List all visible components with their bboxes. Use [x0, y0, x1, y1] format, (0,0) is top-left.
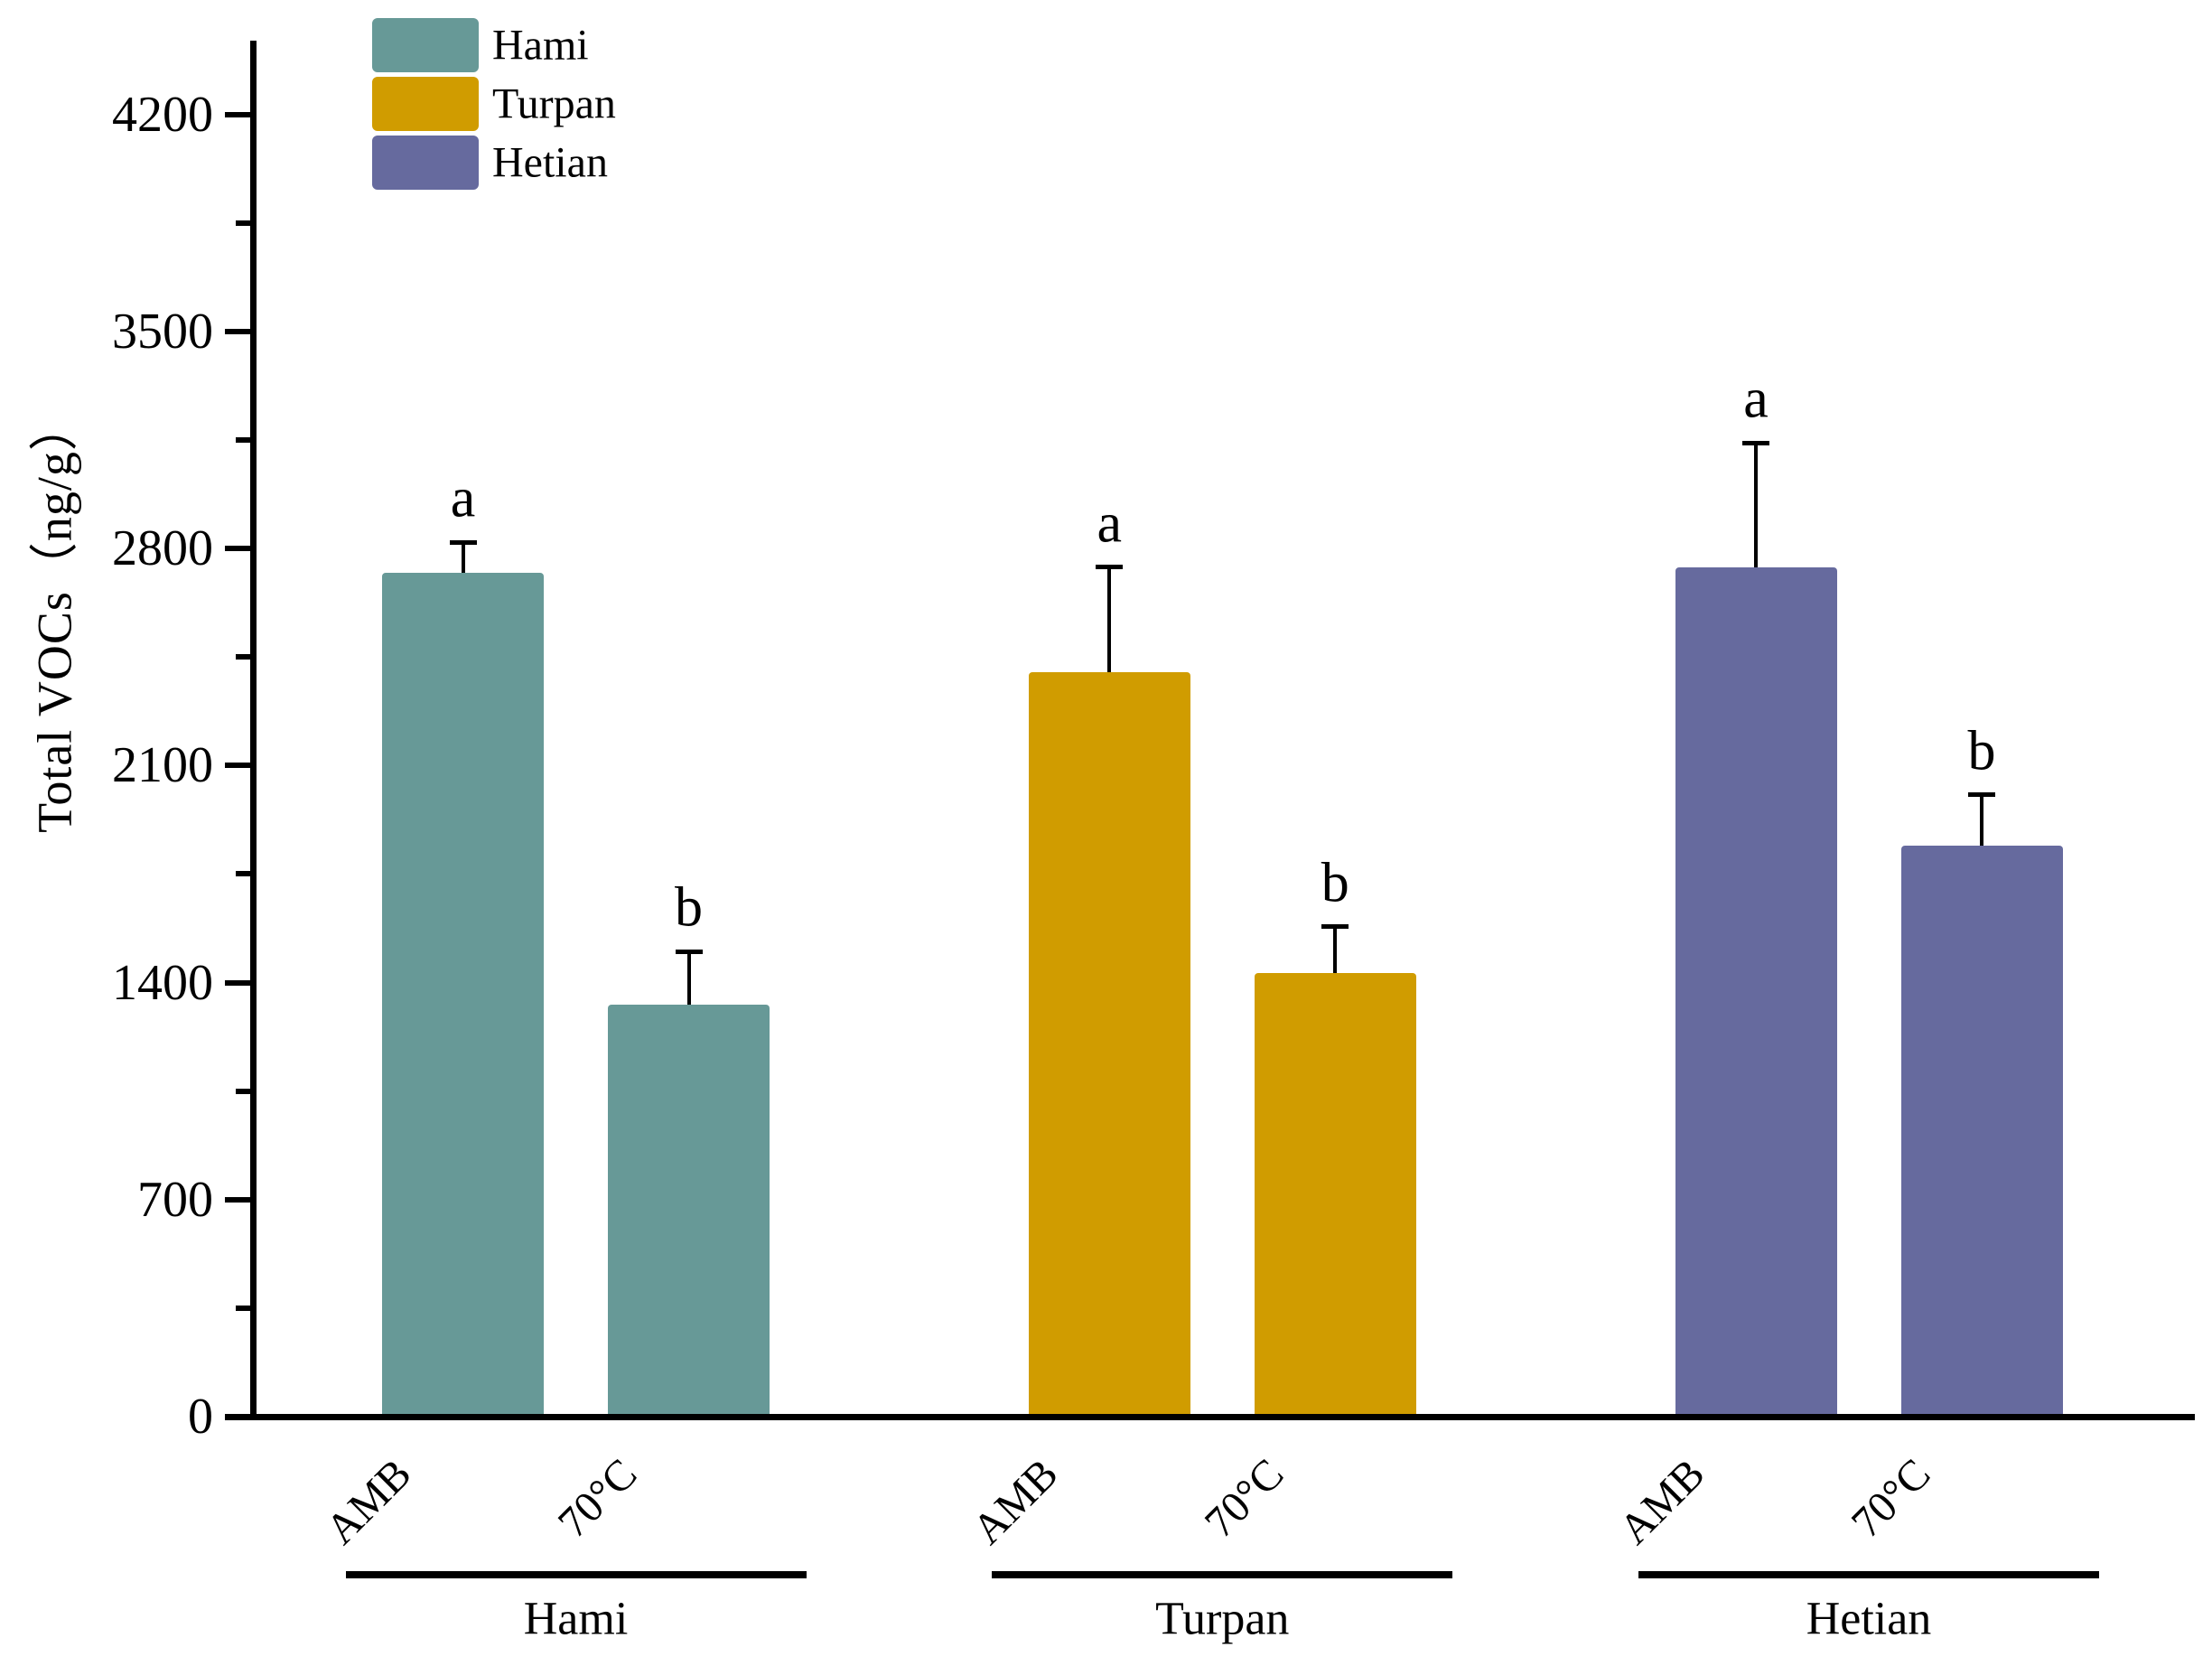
- sig-letter-hetian-70c: b: [1967, 720, 1996, 782]
- sig-letter-hami-amb: a: [450, 467, 476, 529]
- bar-turpan-70c: [1254, 973, 1416, 1417]
- y-major-tick-700: [225, 1196, 250, 1203]
- error-bar-cap-hami-amb: [449, 539, 477, 545]
- legend-label-turpan: Turpan: [492, 80, 616, 128]
- y-tick-label-4200: 4200: [112, 86, 213, 143]
- error-bar-line-turpan-70c: [1333, 926, 1338, 974]
- group-line-hetian: [1638, 1571, 2099, 1578]
- y-major-tick-2800: [225, 546, 250, 551]
- group-label-hami: Hami: [523, 1593, 629, 1645]
- y-axis-title-text: Total VOCs（ng/g）: [27, 401, 82, 833]
- bar-hami-70c: [608, 1004, 770, 1417]
- y-axis-line: [250, 41, 257, 1420]
- error-bar-line-hami-70c: [686, 951, 691, 1005]
- y-major-tick-2100: [225, 763, 250, 769]
- error-bar-line-hetian-70c: [1980, 794, 1983, 847]
- group-label-hetian: Hetian: [1806, 1593, 1932, 1645]
- y-major-tick-0: [225, 1414, 250, 1419]
- error-bar-line-hetian-amb: [1754, 443, 1758, 567]
- y-minor-tick-2450: [236, 654, 250, 660]
- group-label-turpan: Turpan: [1155, 1593, 1290, 1645]
- error-bar-line-turpan-amb: [1107, 566, 1112, 673]
- y-minor-tick-3150: [236, 436, 250, 443]
- legend-label-hetian: Hetian: [492, 138, 608, 187]
- error-bar-cap-turpan-70c: [1321, 924, 1349, 930]
- bar-hami-amb: [382, 573, 544, 1417]
- x-tick-label-turpan-70c: 70°C: [1195, 1449, 1293, 1548]
- x-tick-label-hami-70c: 70°C: [549, 1449, 647, 1548]
- y-tick-label-1400: 1400: [112, 954, 213, 1011]
- legend-swatch-turpan: [372, 77, 479, 131]
- y-major-tick-1400: [225, 979, 250, 986]
- y-tick-label-2100: 2100: [112, 737, 213, 794]
- y-minor-tick-1750: [236, 871, 250, 877]
- error-bar-cap-hetian-amb: [1742, 440, 1769, 445]
- group-line-turpan: [992, 1571, 1453, 1578]
- y-minor-tick-3850: [236, 220, 250, 226]
- sig-letter-hami-70c: b: [675, 876, 703, 939]
- y-minor-tick-350: [236, 1305, 250, 1311]
- y-tick-label-700: 700: [137, 1171, 213, 1228]
- y-major-tick-3500: [225, 328, 250, 334]
- error-bar-cap-turpan-amb: [1096, 565, 1124, 570]
- bar-hetian-amb: [1675, 566, 1837, 1417]
- error-bar-cap-hami-70c: [675, 949, 703, 954]
- y-minor-tick-1050: [236, 1088, 250, 1094]
- legend-label-hami: Hami: [492, 21, 589, 70]
- x-tick-label-hetian-amb: AMB: [1610, 1449, 1714, 1554]
- x-tick-label-hetian-70c: 70°C: [1842, 1449, 1940, 1548]
- sig-letter-hetian-amb: a: [1743, 368, 1769, 430]
- sig-letter-turpan-amb: a: [1097, 492, 1123, 555]
- x-axis-line: [225, 1414, 2195, 1420]
- sig-letter-turpan-70c: b: [1321, 852, 1349, 914]
- bar-hetian-70c: [1900, 846, 2063, 1417]
- legend-swatch-hami: [372, 18, 479, 72]
- y-tick-label-2800: 2800: [112, 520, 213, 576]
- y-tick-label-0: 0: [188, 1389, 213, 1445]
- error-bar-line-hami-amb: [461, 542, 465, 574]
- group-line-hami: [345, 1571, 807, 1578]
- error-bar-cap-hetian-70c: [1968, 792, 1995, 798]
- bar-turpan-amb: [1028, 672, 1190, 1417]
- legend-swatch-hetian: [372, 136, 479, 190]
- y-major-tick-4200: [225, 111, 250, 117]
- x-tick-label-hami-amb: AMB: [316, 1449, 421, 1554]
- x-tick-label-turpan-amb: AMB: [963, 1449, 1068, 1554]
- y-tick-label-3500: 3500: [112, 303, 213, 360]
